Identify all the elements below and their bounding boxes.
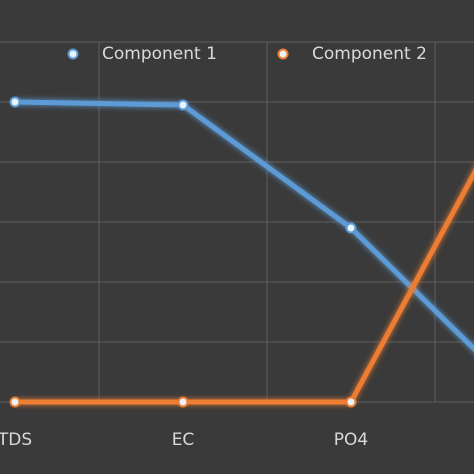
legend-item: Component 1	[48, 44, 217, 64]
data-point	[9, 396, 21, 408]
x-tick-label: EC	[172, 430, 195, 450]
legend-label: Component 2	[312, 44, 427, 64]
legend-marker	[277, 48, 289, 60]
series-line	[14, 99, 474, 353]
legend-marker	[67, 48, 79, 60]
data-point	[9, 96, 21, 108]
data-point	[177, 99, 189, 111]
legend-label: Component 1	[102, 44, 217, 64]
data-point	[345, 222, 357, 234]
data-point	[345, 396, 357, 408]
legend-item: Component 2	[258, 44, 427, 64]
x-tick-label: TDS	[0, 430, 32, 450]
data-point	[177, 396, 189, 408]
x-tick-label: PO4	[334, 430, 368, 450]
series-line	[15, 168, 474, 405]
